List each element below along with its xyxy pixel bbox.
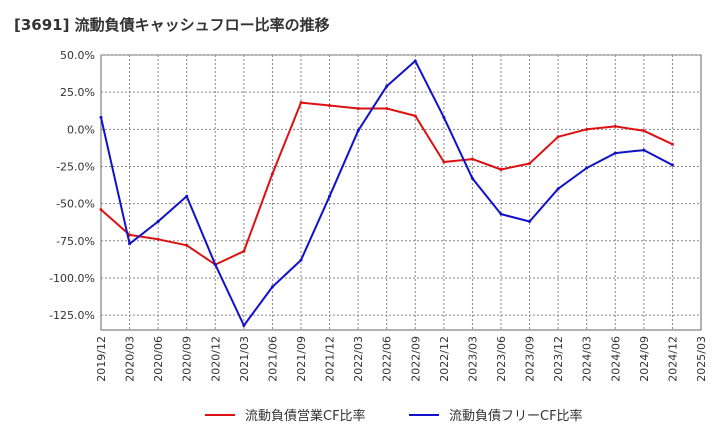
x-tick-label: 2025/03 <box>695 336 708 382</box>
data-point <box>99 208 103 212</box>
x-tick-label: 2024/12 <box>666 336 679 382</box>
data-point <box>99 115 103 119</box>
data-point <box>270 172 274 176</box>
y-tick-label: 0.0% <box>67 123 95 136</box>
y-tick-label: -75.0% <box>56 235 95 248</box>
data-point <box>642 129 646 133</box>
plot-area <box>100 54 702 331</box>
x-tick-label: 2022/12 <box>438 336 451 382</box>
data-point <box>413 59 417 63</box>
data-point <box>528 162 532 166</box>
data-point <box>242 249 246 253</box>
data-point <box>585 127 589 131</box>
data-point <box>613 151 617 155</box>
chart-title: [3691] 流動負債キャッシュフロー比率の推移 <box>14 16 330 34</box>
x-tick-label: 2023/03 <box>466 336 479 382</box>
data-point <box>328 104 332 108</box>
data-point <box>470 157 474 161</box>
data-point <box>613 124 617 128</box>
data-point <box>499 212 503 216</box>
y-tick-label: 50.0% <box>60 49 95 62</box>
data-point <box>128 233 132 237</box>
data-point <box>670 142 674 146</box>
x-tick-label: 2019/12 <box>95 336 108 382</box>
y-tick-label: -25.0% <box>56 160 95 173</box>
x-tick-label: 2021/09 <box>295 336 308 382</box>
data-point <box>385 84 389 88</box>
data-point <box>470 176 474 180</box>
data-point <box>356 129 360 133</box>
data-point <box>270 285 274 289</box>
data-point <box>356 107 360 111</box>
series-2 <box>99 59 674 328</box>
y-tick-label: -100.0% <box>49 272 95 285</box>
x-tick-label: 2022/09 <box>409 336 422 382</box>
data-point <box>242 324 246 328</box>
data-point <box>499 167 503 171</box>
data-point <box>299 101 303 105</box>
data-point <box>556 187 560 191</box>
x-tick-label: 2024/09 <box>638 336 651 382</box>
data-point <box>528 219 532 223</box>
x-tick-label: 2023/09 <box>524 336 537 382</box>
data-point <box>442 160 446 164</box>
x-tick-label: 2022/06 <box>381 336 394 382</box>
y-tick-label: -50.0% <box>56 198 95 211</box>
legend-label-1: 流動負債営業CF比率 <box>245 408 366 424</box>
data-point <box>299 258 303 262</box>
data-point <box>185 194 189 198</box>
x-tick-label: 2021/12 <box>324 336 337 382</box>
x-tick-label: 2023/12 <box>552 336 565 382</box>
data-point <box>442 115 446 119</box>
data-point <box>156 237 160 241</box>
x-tick-label: 2021/03 <box>238 336 251 382</box>
x-tick-label: 2020/06 <box>152 336 165 382</box>
x-tick-label: 2023/06 <box>495 336 508 382</box>
y-tick-label: -125.0% <box>49 309 95 322</box>
y-tick-label: 25.0% <box>60 86 95 99</box>
data-point <box>213 263 217 267</box>
data-point <box>185 243 189 247</box>
x-tick-label: 2020/12 <box>209 336 222 382</box>
x-tick-label: 2024/03 <box>581 336 594 382</box>
data-point <box>385 107 389 111</box>
data-point <box>128 242 132 246</box>
data-point <box>642 148 646 152</box>
x-tick-label: 2020/03 <box>124 336 137 382</box>
data-point <box>585 166 589 170</box>
data-point <box>413 114 417 118</box>
x-tick-label: 2022/03 <box>352 336 365 382</box>
data-point <box>556 135 560 139</box>
x-tick-label: 2020/09 <box>181 336 194 382</box>
legend-label-2: 流動負債フリーCF比率 <box>449 408 583 424</box>
x-tick-label: 2021/06 <box>266 336 279 382</box>
data-point <box>670 163 674 167</box>
data-point <box>328 194 332 198</box>
data-point <box>156 219 160 223</box>
x-tick-label: 2024/06 <box>609 336 622 382</box>
